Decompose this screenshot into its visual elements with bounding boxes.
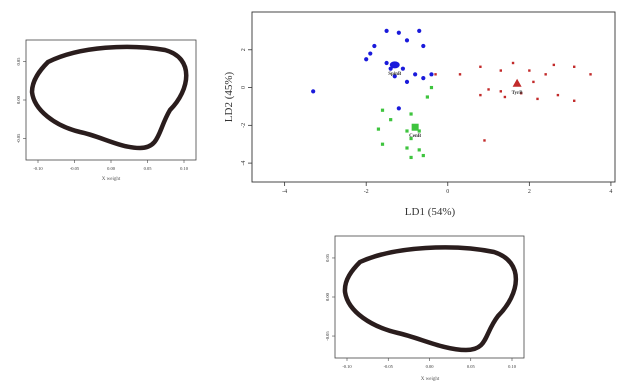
data-point-cenb	[417, 148, 421, 152]
data-point-cenb	[417, 129, 421, 133]
data-point-cenb	[409, 155, 413, 160]
lda-centroids: SpinB CenB TyrB	[388, 61, 523, 139]
data-point-cenb	[405, 146, 409, 150]
x-tick-label: 0.10	[508, 364, 517, 369]
lda-scatter-plot: 2 0 -2 -4 -4 -2 0 2 4 SpinB CenB TyrB LD1 (54%) L…	[223, 11, 616, 218]
y-tick-label: 0.05	[16, 57, 21, 66]
data-point-tyrb	[528, 69, 531, 72]
lda-data-points	[311, 28, 592, 160]
outline-x-axis-label: X weight	[102, 177, 121, 182]
lda-y-ticks: 2 0 -2 -4	[241, 48, 252, 166]
x-tick-label: 4	[609, 189, 612, 195]
data-point-cenb	[425, 95, 429, 99]
data-point-spinb	[392, 74, 397, 79]
x-tick-label: -0.05	[384, 364, 394, 369]
data-point-cenb	[409, 136, 413, 141]
y-tick-label: -4	[241, 161, 247, 166]
x-tick-label: 0.05	[467, 364, 476, 369]
lda-y-axis-label: LD2 (45%)	[223, 71, 235, 122]
data-point-spinb	[396, 30, 401, 35]
centroid-label: TyrB	[512, 91, 524, 96]
data-point-cenb	[429, 85, 434, 90]
data-point-cenb	[380, 108, 385, 112]
y-tick-label: -0.05	[16, 133, 21, 143]
x-tick-label: 0.00	[107, 166, 116, 171]
x-tick-label: -0.10	[342, 364, 352, 369]
data-point-spinb	[396, 106, 401, 111]
lda-x-axis-label: LD1 (54%)	[405, 206, 456, 218]
data-point-spinb	[429, 72, 434, 77]
data-point-tyrb	[503, 95, 507, 99]
data-point-tyrb	[532, 80, 535, 84]
data-point-spinb	[384, 60, 389, 66]
data-point-tyrb	[479, 93, 482, 97]
data-point-tyrb	[536, 97, 539, 101]
data-point-tyrb	[479, 65, 482, 68]
data-point-spinb	[372, 43, 377, 49]
data-point-tyrb	[589, 73, 592, 76]
centroid-marker-cenb	[411, 123, 419, 131]
data-point-cenb	[389, 118, 393, 122]
data-point-tyrb	[544, 73, 547, 76]
data-point-spinb	[311, 89, 316, 94]
centroid-marker-spinb	[389, 61, 400, 69]
centroid-label: CenB	[409, 134, 422, 139]
data-point-spinb	[400, 66, 406, 71]
x-tick-label: -0.05	[70, 166, 80, 171]
y-tick-label: 2	[241, 48, 247, 51]
data-point-spinb	[417, 28, 422, 33]
x-tick-label: -2	[364, 189, 369, 195]
data-point-tyrb	[499, 90, 502, 93]
data-point-cenb	[376, 127, 381, 131]
lda-x-ticks: -4 -2 0 2 4	[282, 182, 612, 195]
x-tick-label: 2	[528, 189, 531, 195]
y-tick-label: 0.05	[325, 253, 330, 262]
data-point-tyrb	[487, 88, 490, 91]
data-point-tyrb	[556, 93, 560, 97]
data-point-tyrb	[552, 63, 556, 67]
x-tick-label: 0.05	[144, 166, 153, 171]
data-point-spinb	[404, 38, 410, 43]
data-point-tyrb	[483, 139, 486, 142]
data-point-tyrb	[499, 69, 502, 72]
data-point-cenb	[380, 142, 385, 146]
data-point-spinb	[421, 76, 426, 81]
data-point-tyrb	[519, 92, 523, 95]
outline-plot-bottom: 0.05 0.00 -0.05 -0.10 -0.05 0.00 0.05 0.10 X w…	[325, 235, 525, 382]
data-point-tyrb	[434, 73, 437, 76]
outline-x-axis-label: X weight	[421, 377, 440, 382]
y-tick-label: 0.00	[16, 95, 21, 104]
x-tick-label: -0.10	[33, 166, 43, 171]
centroid-label: SpinB	[388, 72, 402, 77]
data-point-spinb	[364, 57, 369, 62]
data-point-spinb	[421, 43, 426, 49]
x-tick-label: 0.10	[180, 166, 189, 171]
data-point-cenb	[421, 153, 425, 158]
lda-plot-frame	[251, 11, 616, 183]
outline-plot-top-left: 0.05 0.00 -0.05 -0.10 -0.05 0.00 0.05 0.10 X w…	[16, 39, 197, 182]
centroid-marker-tyrb	[512, 78, 522, 87]
data-point-tyrb	[511, 61, 515, 65]
data-point-spinb	[384, 28, 389, 33]
data-point-tyrb	[573, 65, 576, 68]
data-point-spinb	[368, 51, 373, 56]
x-tick-label: 0.00	[426, 364, 435, 369]
y-tick-label: -2	[241, 123, 247, 128]
shape-outline-curve	[29, 44, 189, 151]
y-tick-label: 0	[241, 86, 247, 89]
data-point-spinb	[413, 72, 418, 77]
y-tick-label: -0.05	[325, 331, 330, 341]
data-point-cenb	[405, 129, 409, 133]
data-point-cenb	[409, 112, 413, 116]
data-point-tyrb	[573, 99, 576, 102]
y-tick-label: 0.00	[325, 292, 330, 301]
x-tick-label: -4	[282, 189, 287, 195]
data-point-spinb	[404, 79, 410, 84]
data-point-tyrb	[458, 73, 462, 76]
shape-outline-curve	[342, 245, 519, 353]
x-tick-label: 0	[446, 189, 449, 195]
